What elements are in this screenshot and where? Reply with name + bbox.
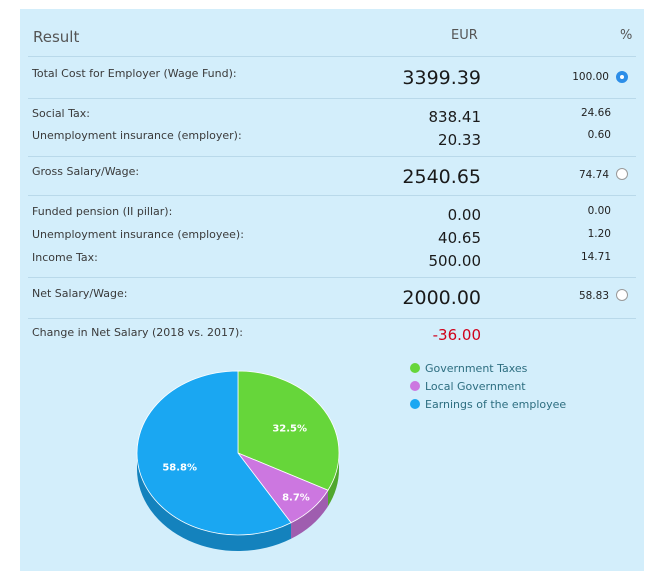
legend-label: Earnings of the employee: [425, 398, 567, 411]
result-panel: Result EUR % Total Cost for Employer (Wa…: [20, 9, 644, 571]
total-cost-pct: 100.00: [572, 71, 609, 83]
social-tax-pct: 24.66: [580, 107, 611, 119]
unemp-employer-pct: 0.60: [587, 129, 611, 141]
gross-salary-radio[interactable]: [616, 168, 628, 180]
legend-item-employee-earnings: Earnings of the employee: [410, 398, 566, 411]
legend-item-local-government: Local Government: [410, 380, 526, 393]
unemp-employee-label: Unemployment insurance (employee):: [32, 228, 244, 241]
unemp-employee-pct: 1.20: [587, 228, 611, 240]
total-cost-value: 3399.39: [402, 67, 481, 89]
income-tax-value: 500.00: [428, 252, 482, 270]
percent-header: %: [620, 28, 633, 43]
separator: [28, 318, 636, 319]
legend-swatch: [410, 399, 420, 409]
legend-swatch: [410, 363, 420, 373]
pie-slice-earnings-of-the-employee: [136, 370, 292, 536]
income-tax-pct: 14.71: [580, 251, 611, 263]
pie-data-label: 32.5%: [272, 423, 307, 434]
legend-swatch: [410, 381, 420, 391]
funded-pension-value: 0.00: [447, 206, 481, 224]
unemp-employee-value: 40.65: [438, 229, 481, 247]
salary-pie-chart: 32.5% 8.7% 58.8%: [136, 370, 340, 551]
net-salary-label: Net Salary/Wage:: [32, 287, 128, 300]
pie-side-earnings-of-the-employee: [137, 453, 292, 551]
gross-salary-label: Gross Salary/Wage:: [32, 165, 140, 178]
net-change-value: -36.00: [432, 326, 481, 344]
separator: [28, 56, 636, 57]
pie-data-label: 8.7%: [282, 492, 310, 503]
funded-pension-pct: 0.00: [587, 205, 611, 217]
legend-label: Local Government: [425, 380, 526, 393]
social-tax-value: 838.41: [428, 108, 482, 126]
social-tax-label: Social Tax:: [32, 107, 90, 120]
unemp-employer-value: 20.33: [438, 131, 481, 149]
pie-data-label: 58.8%: [162, 462, 197, 473]
separator: [28, 156, 636, 157]
separator: [28, 277, 636, 278]
gross-salary-value: 2540.65: [402, 166, 481, 188]
net-salary-value: 2000.00: [402, 287, 481, 309]
funded-pension-label: Funded pension (II pillar):: [32, 205, 173, 218]
separator: [28, 98, 636, 99]
total-cost-label: Total Cost for Employer (Wage Fund):: [32, 67, 237, 80]
pie-side-government-taxes: [327, 453, 339, 507]
total-cost-radio[interactable]: [616, 71, 628, 83]
currency-header: EUR: [451, 28, 478, 43]
gross-salary-pct: 74.74: [578, 169, 609, 181]
net-salary-radio[interactable]: [616, 289, 628, 301]
unemp-employer-label: Unemployment insurance (employer):: [32, 129, 242, 142]
net-salary-pct: 58.83: [578, 290, 609, 302]
legend-item-government-taxes: Government Taxes: [410, 362, 527, 375]
net-change-label: Change in Net Salary (2018 vs. 2017):: [32, 326, 243, 339]
result-title: Result: [33, 28, 80, 46]
pie-slice-government-taxes: [237, 370, 340, 491]
separator: [28, 195, 636, 196]
income-tax-label: Income Tax:: [32, 251, 98, 264]
legend-label: Government Taxes: [425, 362, 528, 375]
